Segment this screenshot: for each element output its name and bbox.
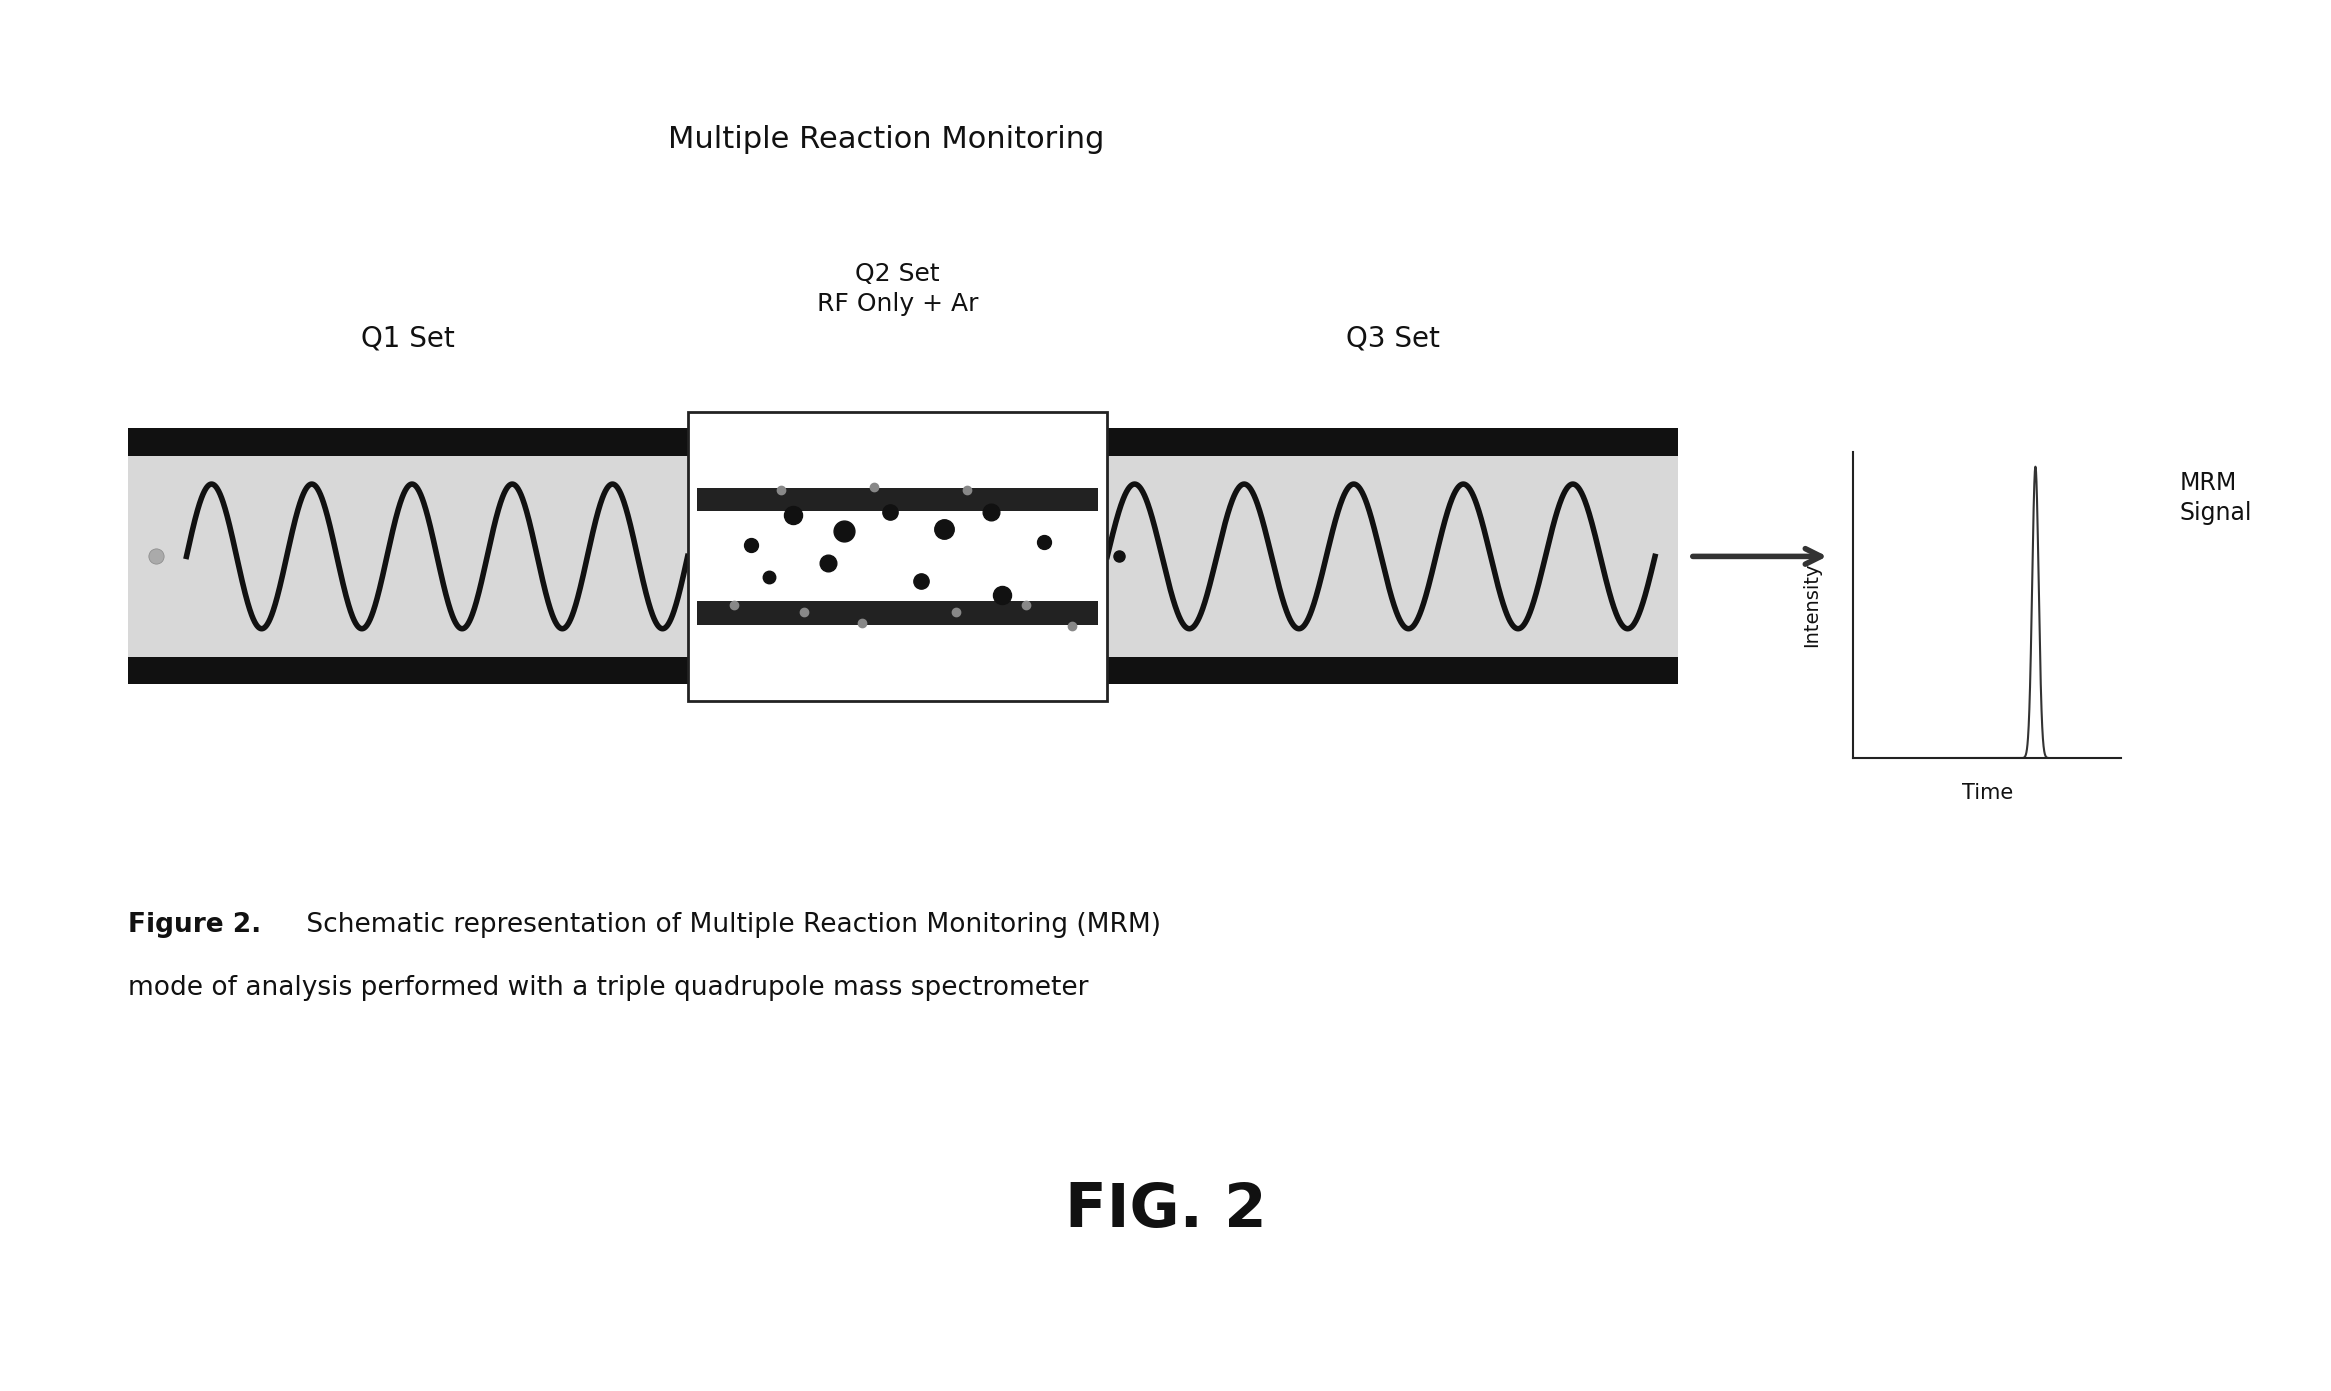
Bar: [697, 488, 1098, 512]
Text: FIG. 2: FIG. 2: [1065, 1181, 1266, 1239]
Text: Intensity: Intensity: [1802, 563, 1821, 647]
Text: Q2 Set
RF Only + Ar: Q2 Set RF Only + Ar: [816, 263, 979, 316]
Text: Time: Time: [1963, 783, 2012, 803]
Bar: [128, 456, 1678, 657]
Bar: [688, 412, 1107, 701]
Text: Multiple Reaction Monitoring: Multiple Reaction Monitoring: [667, 125, 1105, 153]
Bar: [128, 657, 1678, 684]
Text: Schematic representation of Multiple Reaction Monitoring (MRM): Schematic representation of Multiple Rea…: [298, 912, 1161, 938]
Text: mode of analysis performed with a triple quadrupole mass spectrometer: mode of analysis performed with a triple…: [128, 975, 1089, 1000]
Text: Q3 Set: Q3 Set: [1345, 324, 1441, 352]
Text: MRM
Signal: MRM Signal: [2179, 472, 2252, 524]
Text: Figure 2.: Figure 2.: [128, 912, 261, 938]
Bar: [128, 428, 1678, 456]
Text: Q1 Set: Q1 Set: [361, 324, 455, 352]
Bar: [697, 601, 1098, 625]
Bar: [128, 428, 1678, 684]
